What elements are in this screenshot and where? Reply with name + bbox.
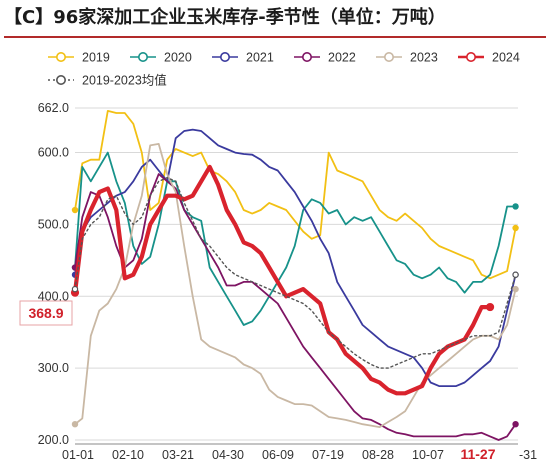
x-tick-label: 06-09 [262, 448, 294, 462]
series-end-point [512, 224, 519, 232]
title-divider [4, 36, 546, 38]
series-line-2019-2023均值 [74, 176, 517, 369]
series-end-point [512, 271, 519, 278]
chart-title: 【C】96家深加工企业玉米库存-季节性（单位：万吨） [4, 7, 446, 28]
series-line-2022 [74, 173, 517, 441]
y-tick-label: 500.0 [38, 217, 69, 231]
current-value-box [19, 300, 73, 326]
current-value-callout: 368.9 [19, 300, 73, 326]
legend-label: 2022 [328, 51, 356, 65]
x-tick-label: 03-21 [162, 448, 194, 462]
series-line-2024 [72, 164, 493, 396]
legend-swatch-marker [55, 75, 66, 86]
x-tick-label: -31 [519, 448, 537, 462]
legend-swatch-marker [383, 51, 394, 62]
axes: 200.0 300.0 400.0 500.0 600.0 662.0 01-01 02-10… [38, 101, 537, 462]
series-line-2020 [74, 151, 517, 326]
y-tick-label: 300.0 [38, 361, 69, 375]
x-tick-label: 01-01 [62, 448, 94, 462]
legend-swatch-marker [220, 51, 231, 62]
series-end-point [512, 420, 519, 428]
legend-label: 2024 [492, 51, 520, 65]
series-end-point [485, 302, 495, 312]
series-start-point [71, 285, 79, 293]
y-tick-label: 600.0 [38, 146, 69, 160]
current-value-label: 368.9 [28, 305, 63, 321]
legend-swatch-marker [465, 51, 476, 62]
legend-label: 2019-2023均值 [82, 73, 167, 88]
gridlines [75, 107, 518, 441]
legend-label: 2019 [82, 51, 110, 65]
legend-swatch-marker [138, 51, 149, 62]
legend-label: 2021 [246, 51, 274, 65]
y-tick-label: 200.0 [38, 433, 69, 447]
y-tick-label: 400.0 [38, 289, 69, 303]
series-start-point [71, 206, 79, 214]
series-end-point [512, 203, 519, 210]
x-tick-label: 04-30 [212, 448, 244, 462]
x-tick-label: 08-28 [362, 448, 394, 462]
legend: 2019 2020 2021 2022 2023 2024 2019-2023均值 [48, 51, 520, 88]
legend-swatch-marker [55, 51, 66, 62]
x-tick-label: 07-19 [312, 448, 344, 462]
legend-swatch-marker [301, 51, 312, 62]
series-line-2023 [74, 142, 517, 429]
x-tick-label: 10-07 [412, 448, 444, 462]
series-start-point [71, 420, 79, 428]
series-line-2019 [74, 110, 517, 280]
x-tick-label: 11-27 [460, 446, 495, 462]
x-tick-label: 02-10 [112, 448, 144, 462]
legend-label: 2020 [164, 51, 192, 65]
series-end-point [512, 285, 519, 293]
legend-label: 2023 [410, 51, 438, 65]
series-layer [70, 110, 519, 441]
y-tick-label: 662.0 [38, 101, 69, 115]
